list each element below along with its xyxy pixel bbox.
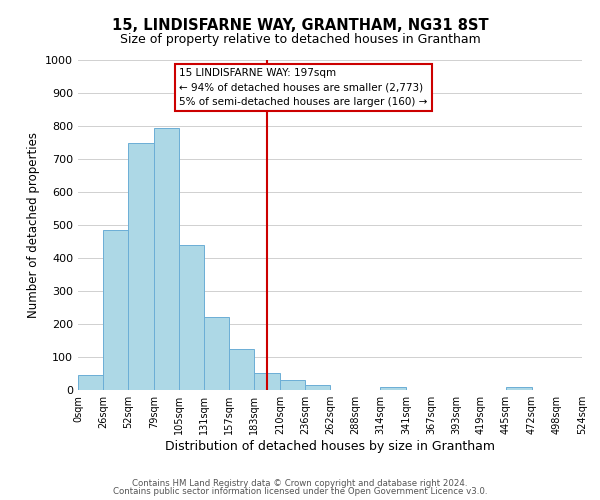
X-axis label: Distribution of detached houses by size in Grantham: Distribution of detached houses by size …: [165, 440, 495, 453]
Bar: [254, 373, 280, 390]
Bar: [179, 246, 204, 390]
Bar: [154, 128, 179, 390]
Bar: [305, 385, 330, 390]
Bar: [506, 388, 532, 390]
Bar: [380, 388, 406, 390]
Y-axis label: Number of detached properties: Number of detached properties: [26, 132, 40, 318]
Text: 15 LINDISFARNE WAY: 197sqm
← 94% of detached houses are smaller (2,773)
5% of se: 15 LINDISFARNE WAY: 197sqm ← 94% of deta…: [179, 68, 427, 107]
Text: 15, LINDISFARNE WAY, GRANTHAM, NG31 8ST: 15, LINDISFARNE WAY, GRANTHAM, NG31 8ST: [112, 18, 488, 32]
Text: Contains public sector information licensed under the Open Government Licence v3: Contains public sector information licen…: [113, 487, 487, 496]
Bar: [78, 376, 103, 390]
Bar: [103, 230, 128, 390]
Bar: [204, 318, 229, 390]
Text: Contains HM Land Registry data © Crown copyright and database right 2024.: Contains HM Land Registry data © Crown c…: [132, 478, 468, 488]
Bar: [229, 349, 254, 390]
Bar: [280, 380, 305, 390]
Bar: [128, 143, 154, 390]
Text: Size of property relative to detached houses in Grantham: Size of property relative to detached ho…: [119, 32, 481, 46]
